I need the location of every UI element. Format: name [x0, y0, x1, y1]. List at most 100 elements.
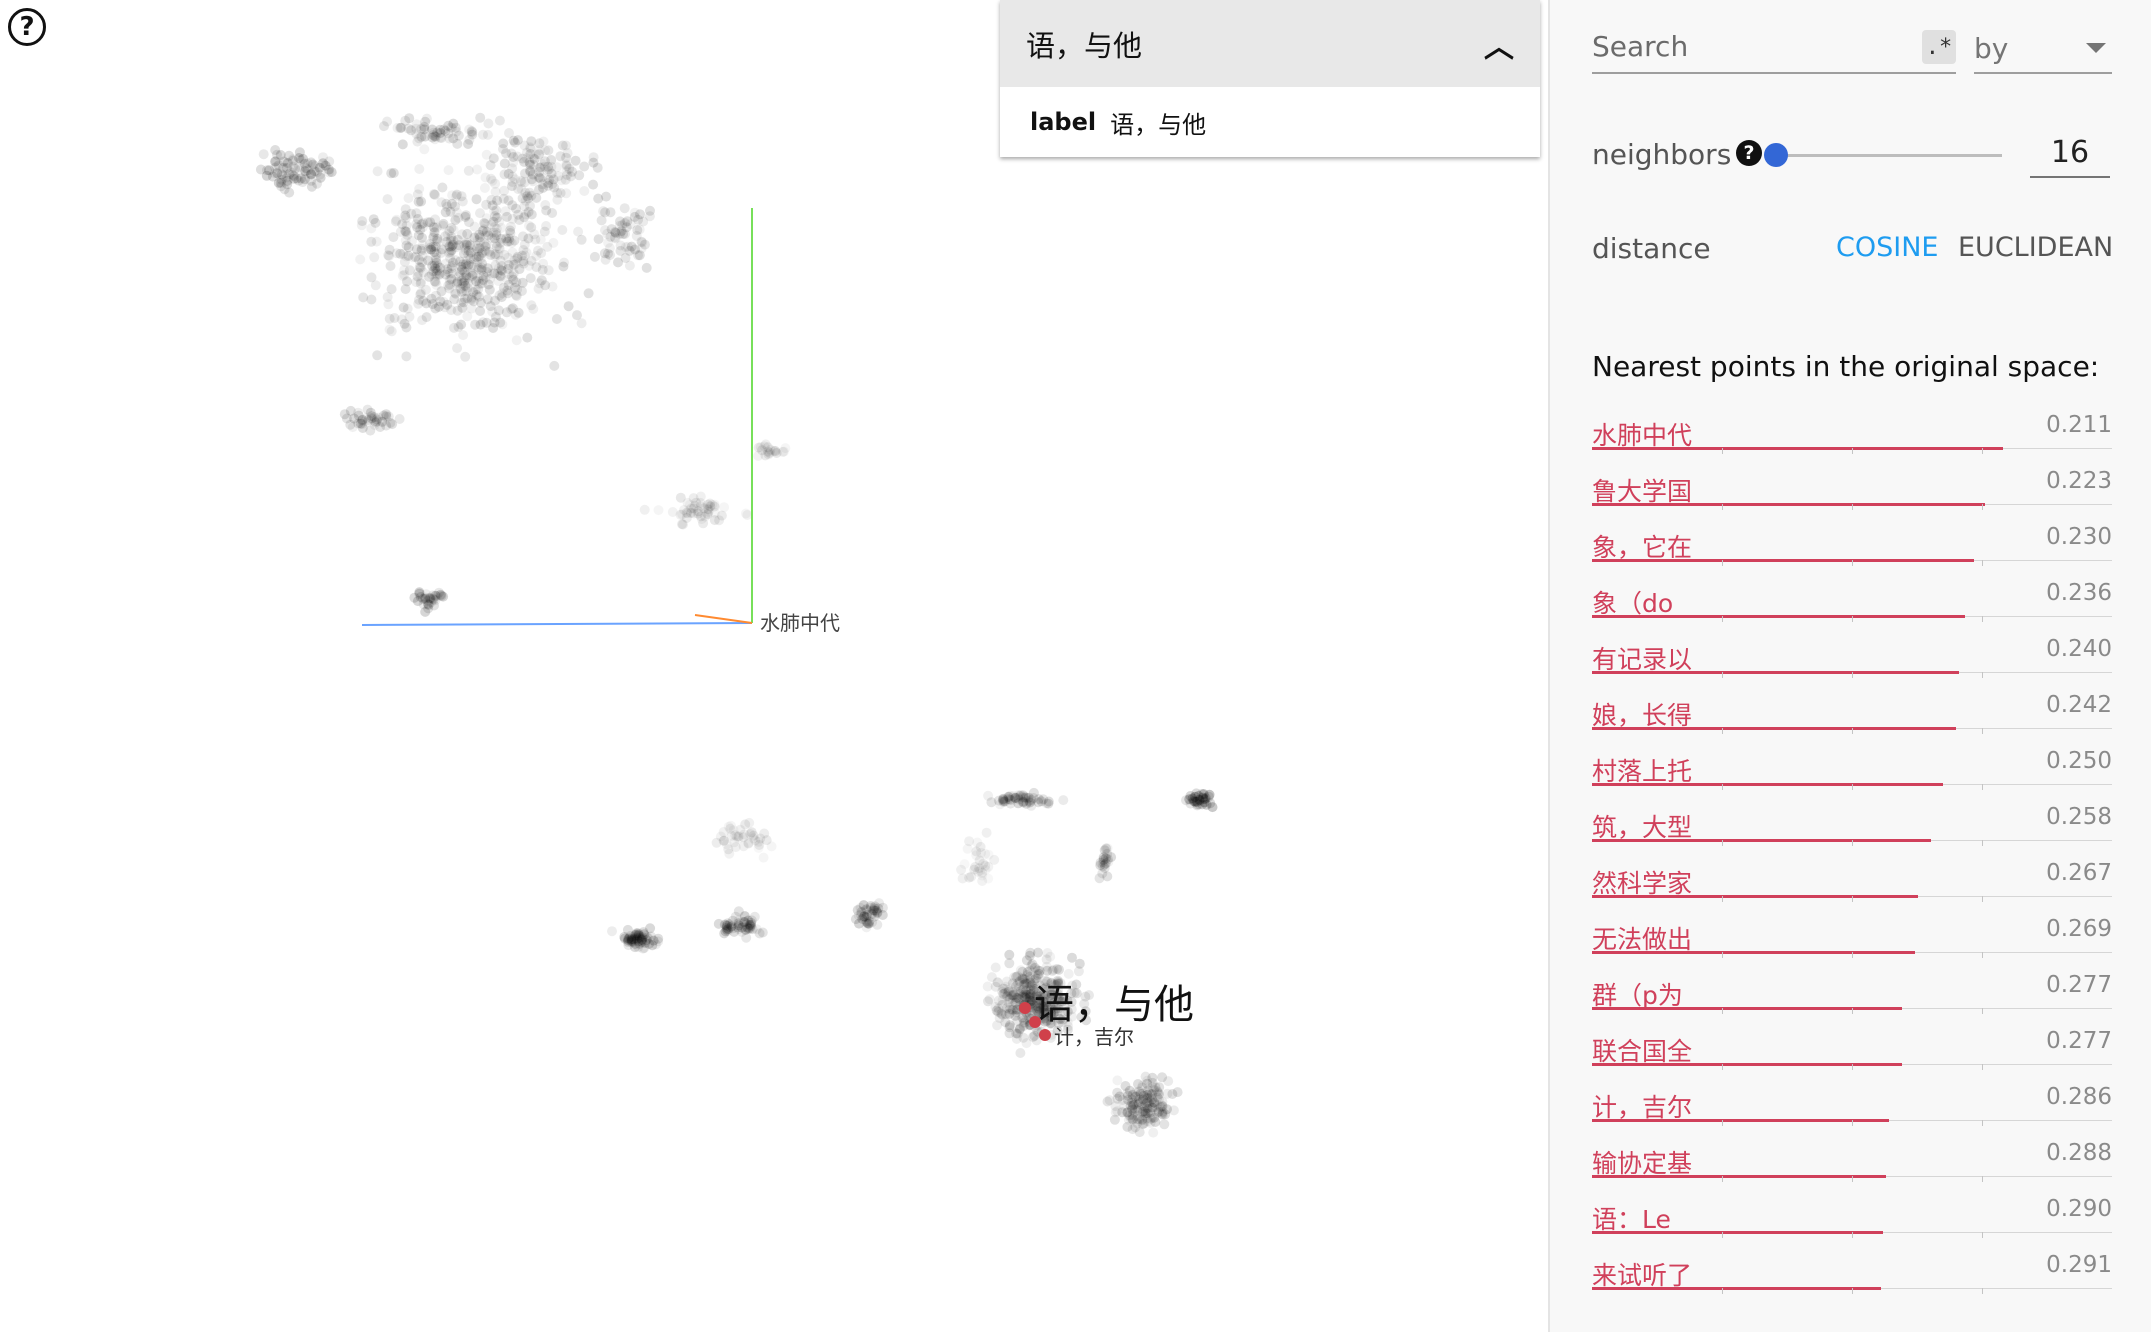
data-point[interactable]	[418, 267, 429, 278]
data-point[interactable]	[1049, 979, 1059, 990]
data-point[interactable]	[494, 243, 504, 254]
data-point[interactable]	[1036, 991, 1046, 1002]
data-point[interactable]	[519, 156, 530, 167]
data-point[interactable]	[639, 504, 650, 515]
data-point[interactable]	[552, 194, 563, 205]
data-point[interactable]	[406, 125, 417, 136]
data-point[interactable]	[1147, 1094, 1158, 1105]
data-point[interactable]	[1038, 1010, 1049, 1021]
data-point[interactable]	[1033, 797, 1044, 808]
data-point[interactable]	[519, 140, 530, 151]
data-point[interactable]	[613, 257, 623, 268]
data-point[interactable]	[754, 840, 765, 850]
data-point[interactable]	[468, 296, 479, 307]
data-point[interactable]	[511, 335, 522, 346]
data-point[interactable]	[1145, 1117, 1156, 1128]
data-point[interactable]	[361, 413, 372, 424]
data-point[interactable]	[281, 172, 292, 183]
data-point[interactable]	[723, 844, 734, 855]
data-point[interactable]	[1011, 1028, 1022, 1039]
data-point[interactable]	[1002, 1003, 1012, 1014]
data-point[interactable]	[1013, 790, 1024, 801]
data-point[interactable]	[449, 322, 459, 333]
data-point[interactable]	[495, 271, 506, 282]
data-point[interactable]	[1150, 1082, 1161, 1093]
data-point[interactable]	[457, 229, 468, 240]
data-point[interactable]	[866, 909, 877, 920]
data-point[interactable]	[765, 444, 776, 455]
data-point[interactable]	[396, 314, 407, 325]
data-point[interactable]	[366, 223, 377, 234]
data-point[interactable]	[456, 297, 467, 308]
data-point[interactable]	[492, 268, 503, 279]
data-point[interactable]	[464, 259, 475, 270]
data-point[interactable]	[458, 277, 469, 288]
data-point[interactable]	[1066, 988, 1077, 999]
data-point[interactable]	[960, 859, 970, 869]
data-point[interactable]	[501, 148, 511, 159]
data-point[interactable]	[432, 233, 443, 244]
data-point[interactable]	[1080, 1006, 1091, 1017]
data-point[interactable]	[677, 509, 688, 520]
data-point[interactable]	[1039, 1005, 1050, 1016]
data-point[interactable]	[1144, 1088, 1155, 1099]
data-point[interactable]	[1026, 996, 1037, 1006]
data-point[interactable]	[1053, 1003, 1064, 1014]
data-point[interactable]	[1021, 978, 1031, 989]
data-point[interactable]	[1024, 989, 1035, 1000]
data-point[interactable]	[1033, 994, 1044, 1004]
nearest-point-item[interactable]: 然科学家 0.267	[1592, 854, 2112, 910]
data-point[interactable]	[777, 446, 788, 457]
data-point[interactable]	[417, 240, 428, 251]
data-point[interactable]	[744, 919, 755, 930]
data-point[interactable]	[487, 175, 498, 186]
data-point[interactable]	[508, 135, 519, 146]
data-point[interactable]	[636, 935, 647, 946]
data-point[interactable]	[1132, 1114, 1143, 1125]
data-point[interactable]	[644, 938, 654, 949]
data-point[interactable]	[539, 161, 550, 172]
data-point[interactable]	[863, 918, 874, 929]
data-point[interactable]	[998, 793, 1009, 804]
data-point[interactable]	[1142, 1116, 1153, 1127]
data-point[interactable]	[1034, 965, 1045, 976]
data-point[interactable]	[722, 918, 733, 929]
data-point[interactable]	[1046, 1007, 1056, 1018]
data-point[interactable]	[509, 235, 520, 246]
data-point[interactable]	[626, 935, 637, 946]
data-point[interactable]	[397, 219, 408, 230]
data-point[interactable]	[277, 171, 288, 182]
data-point[interactable]	[472, 164, 483, 175]
data-point[interactable]	[479, 183, 490, 193]
data-point[interactable]	[638, 216, 649, 227]
data-point[interactable]	[1097, 868, 1108, 879]
data-point[interactable]	[761, 835, 772, 846]
data-point[interactable]	[392, 122, 403, 133]
data-point[interactable]	[381, 409, 392, 420]
data-point[interactable]	[1008, 987, 1019, 998]
data-point[interactable]	[510, 290, 521, 300]
data-point[interactable]	[634, 933, 645, 943]
data-point[interactable]	[753, 450, 764, 461]
data-point[interactable]	[628, 934, 639, 945]
data-point[interactable]	[1006, 989, 1016, 1000]
data-point[interactable]	[448, 235, 459, 246]
data-point[interactable]	[426, 244, 437, 255]
data-point[interactable]	[555, 188, 566, 198]
data-point[interactable]	[500, 206, 511, 217]
data-point[interactable]	[626, 934, 637, 945]
data-point[interactable]	[507, 247, 518, 258]
data-point[interactable]	[1127, 1113, 1138, 1124]
data-point[interactable]	[763, 449, 774, 460]
data-point[interactable]	[1004, 993, 1015, 1004]
data-point[interactable]	[413, 298, 424, 309]
data-point[interactable]	[1055, 1014, 1066, 1025]
data-point[interactable]	[448, 133, 459, 144]
data-point[interactable]	[423, 255, 434, 266]
data-point[interactable]	[492, 212, 503, 223]
data-point[interactable]	[490, 249, 501, 260]
data-point[interactable]	[1188, 796, 1199, 807]
data-point[interactable]	[1022, 967, 1033, 977]
data-point[interactable]	[1046, 978, 1057, 989]
data-point[interactable]	[512, 151, 523, 162]
